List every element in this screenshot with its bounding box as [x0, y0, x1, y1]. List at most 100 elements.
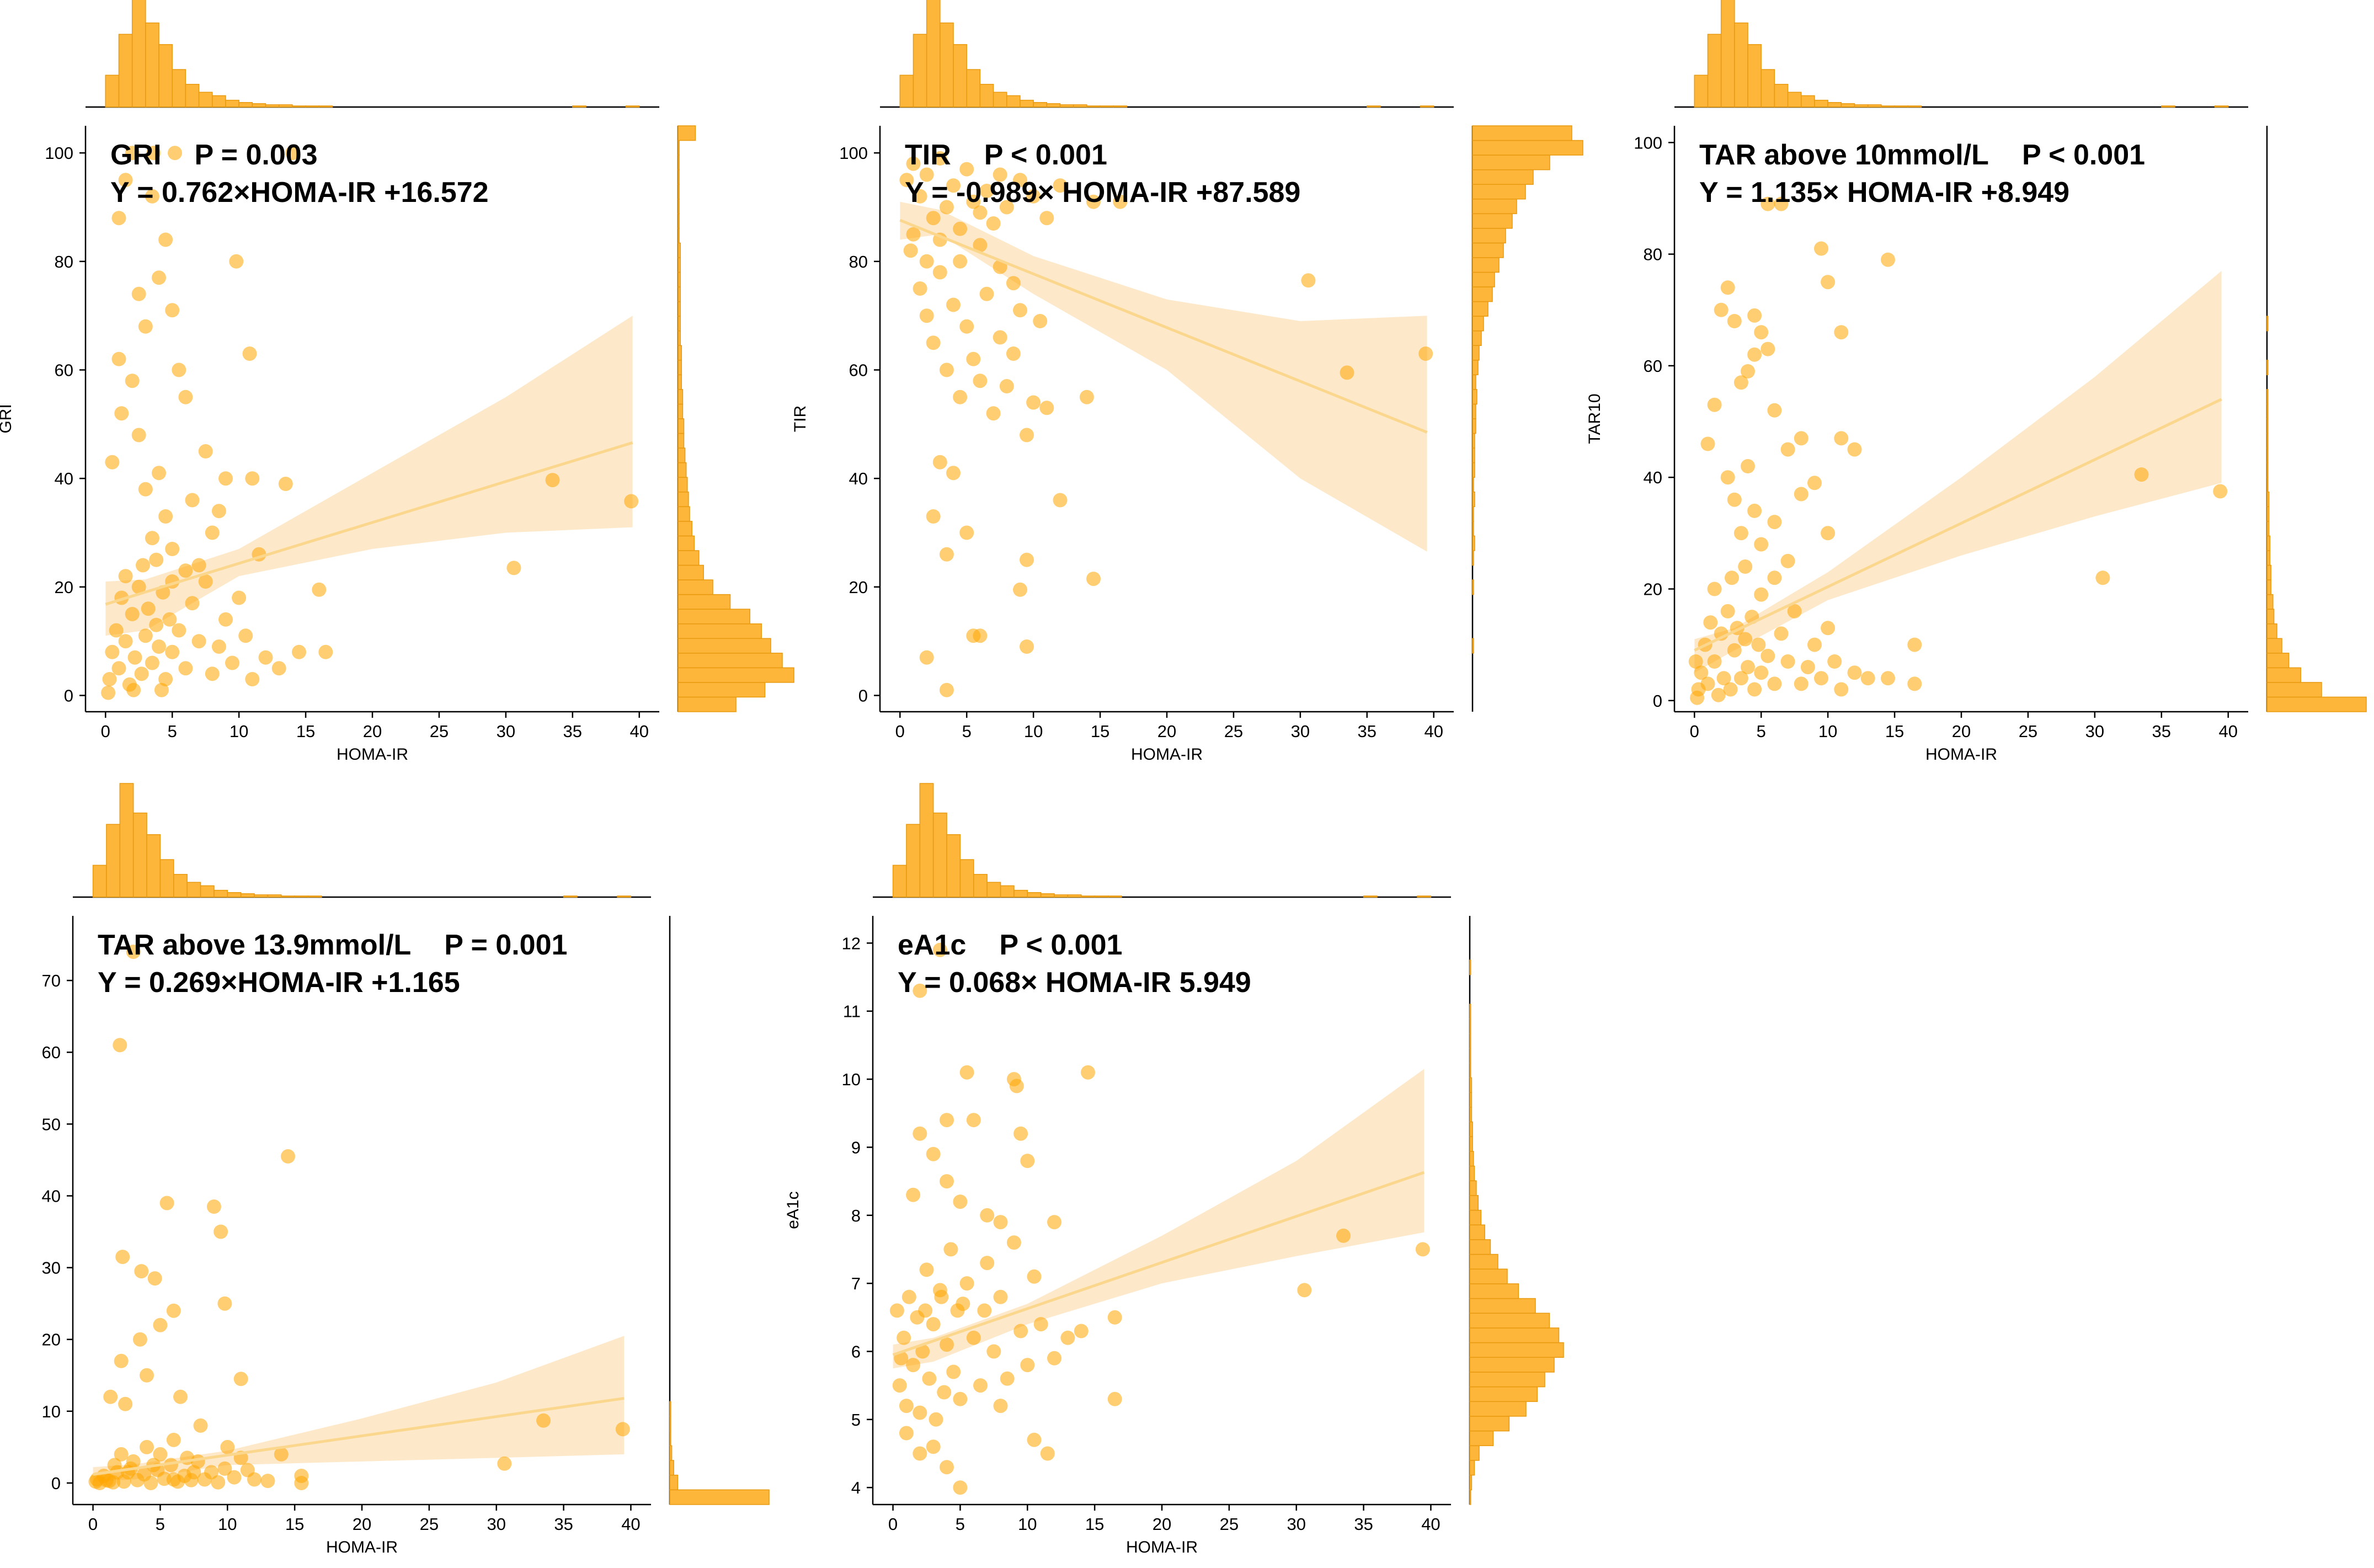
data-point — [1834, 325, 1849, 340]
data-point — [1733, 375, 1748, 390]
data-point — [158, 232, 173, 247]
right-histogram-bar — [2266, 609, 2275, 625]
data-point — [966, 351, 981, 366]
data-point — [1039, 211, 1054, 226]
right-histogram-bar — [1472, 184, 1526, 200]
data-point — [191, 634, 206, 649]
top-histogram-bar — [1840, 103, 1855, 108]
data-point — [260, 1474, 275, 1489]
top-histogram-bar — [198, 92, 213, 108]
data-point — [1047, 1215, 1061, 1230]
y-tick-label: 0 — [858, 686, 868, 706]
data-point — [281, 1149, 295, 1164]
data-point — [1725, 570, 1739, 585]
data-point — [205, 525, 220, 540]
y-tick-label: 40 — [55, 469, 73, 488]
right-histogram-bar — [1472, 199, 1517, 215]
top-histogram-bar — [318, 105, 333, 108]
data-point — [159, 1196, 174, 1210]
data-point — [1027, 1432, 1042, 1447]
top-histogram-bar — [225, 99, 239, 108]
right-histogram-bar — [1469, 1372, 1545, 1388]
top-histogram-bar — [899, 74, 914, 108]
y-tick-label: 30 — [42, 1258, 61, 1278]
right-histogram-bar — [1472, 447, 1475, 463]
data-point — [211, 639, 226, 654]
data-point — [1751, 637, 1766, 652]
data-point — [940, 1174, 954, 1189]
data-point — [1033, 1317, 1048, 1332]
top-histogram-bar — [185, 84, 200, 108]
data-point — [1821, 526, 1836, 541]
data-point — [1013, 173, 1027, 188]
top-histogram-bar — [1013, 889, 1028, 898]
data-point — [114, 1353, 129, 1368]
y-tick-label: 20 — [1644, 579, 1662, 599]
right-histogram-bar — [677, 477, 688, 493]
right-histogram-bar — [677, 418, 685, 434]
data-point — [1707, 397, 1722, 412]
right-histogram-bar — [2266, 477, 2269, 493]
data-point — [233, 1372, 248, 1386]
right-histogram-bar — [1472, 316, 1484, 332]
data-point — [926, 1439, 941, 1454]
x-tick-label: 10 — [1024, 722, 1043, 741]
right-histogram-bar — [1469, 1474, 1473, 1491]
top-histogram-bar — [1033, 102, 1048, 108]
data-point — [999, 379, 1014, 393]
right-histogram-bar — [1469, 959, 1471, 975]
right-histogram-bar — [677, 462, 687, 478]
data-point — [993, 330, 1007, 345]
data-point — [138, 482, 153, 497]
right-histogram-bar — [1472, 492, 1475, 508]
right-histogram-bar — [677, 447, 686, 463]
data-point — [1907, 637, 1922, 652]
y-tick-label: 80 — [1644, 245, 1662, 264]
right-histogram-bar — [1469, 1327, 1560, 1343]
top-histogram-bar — [1363, 895, 1378, 898]
data-point — [285, 146, 300, 161]
top-histogram-bar — [307, 895, 322, 898]
right-histogram-bar — [1469, 1092, 1473, 1108]
data-point — [1027, 1269, 1042, 1284]
x-tick-label: 5 — [1757, 722, 1766, 741]
right-histogram-bar — [1472, 418, 1476, 434]
confidence-band — [93, 1336, 625, 1482]
data-point — [227, 1470, 242, 1485]
data-point — [497, 1456, 512, 1471]
data-point — [913, 1126, 927, 1141]
data-point — [126, 682, 141, 697]
panel-tir: 0 5 10 15 20 25 30 35 40020406080100HOMA-IRTIRTI… — [791, 0, 1583, 764]
right-histogram-bar — [1472, 213, 1513, 229]
data-point — [922, 1371, 937, 1386]
right-histogram-bar — [677, 257, 681, 273]
top-histogram-bar — [563, 895, 578, 898]
data-point — [114, 406, 129, 421]
x-tick-label: 25 — [430, 722, 449, 741]
data-point — [624, 494, 639, 509]
y-tick-label: 50 — [42, 1114, 61, 1134]
top-histogram-bar — [1367, 105, 1381, 108]
data-point — [214, 1224, 228, 1239]
data-point — [166, 1303, 181, 1318]
data-point — [897, 1330, 911, 1345]
top-histogram-bar — [227, 892, 242, 898]
right-histogram-bar — [1469, 1416, 1510, 1432]
right-histogram-bar — [677, 403, 684, 419]
data-point — [1694, 665, 1709, 680]
x-tick-label: 25 — [2019, 722, 2037, 741]
right-histogram-bar — [1472, 360, 1479, 376]
right-histogram-bar — [677, 213, 680, 229]
y-tick-label: 100 — [839, 143, 868, 163]
data-point — [178, 390, 193, 404]
data-point — [979, 286, 994, 301]
regression-equation: Y = 0.068× HOMA-IR 5.949 — [898, 967, 1251, 999]
y-tick-label: 7 — [851, 1274, 861, 1293]
data-point — [1767, 403, 1782, 418]
right-histogram-bar — [677, 330, 681, 346]
x-tick-label: 35 — [1358, 722, 1377, 741]
right-histogram-bar — [2266, 316, 2269, 332]
top-histogram-bar — [2161, 105, 2175, 108]
data-point — [889, 1303, 904, 1318]
data-point — [980, 1256, 995, 1271]
